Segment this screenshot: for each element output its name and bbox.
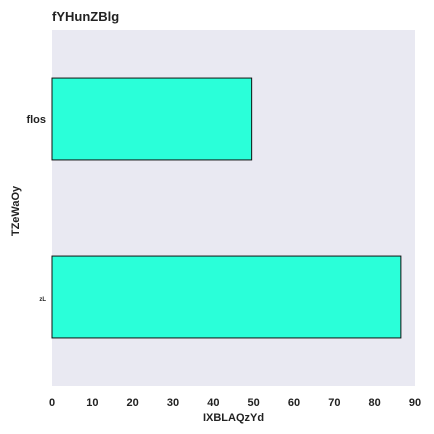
x-tick-label: 50 xyxy=(248,397,260,409)
x-tick-label: 90 xyxy=(409,397,421,409)
x-tick-label: 60 xyxy=(288,397,300,409)
y-tick-label: flos xyxy=(26,114,46,126)
y-axis-label: TZeWaOy xyxy=(10,185,22,236)
chart-title: fYHunZBlg xyxy=(52,9,119,24)
y-tick-labels: flos zL xyxy=(26,114,46,303)
x-tick-label: 0 xyxy=(49,397,55,409)
x-tick-label: 80 xyxy=(369,397,381,409)
x-tick-label: 20 xyxy=(127,397,139,409)
bars-group xyxy=(51,77,402,339)
bar-zL xyxy=(51,255,402,339)
x-tick-labels: 0 10 20 30 40 50 60 70 80 90 xyxy=(49,397,421,409)
x-tick-label: 40 xyxy=(207,397,219,409)
x-axis-label: IXBLAQzYd xyxy=(203,412,264,424)
x-tick-label: 10 xyxy=(86,397,98,409)
y-tick-label: zL xyxy=(39,297,46,303)
x-tick-label: 30 xyxy=(167,397,179,409)
bar-flos xyxy=(51,77,253,161)
x-tick-label: 70 xyxy=(328,397,340,409)
